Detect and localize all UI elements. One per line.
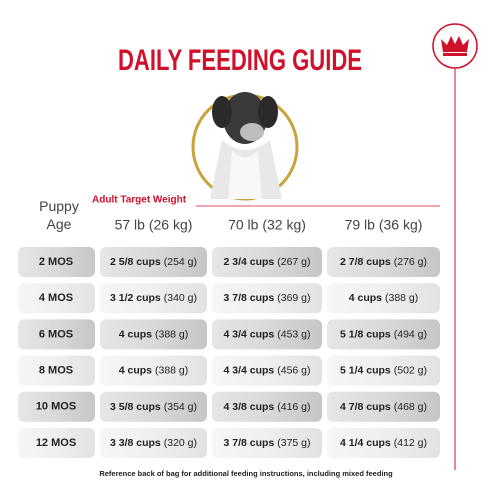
feed-cell (327, 247, 440, 277)
grams: (254 g) (164, 256, 197, 268)
feed-cell (327, 428, 440, 458)
feed-amount: 4 1/4 cups (412 g) (340, 437, 427, 449)
feed-amount: 3 7/8 cups (369 g) (223, 292, 310, 304)
grams: (456 g) (277, 364, 310, 376)
age-header: Puppy Age (39, 198, 79, 232)
grams: (276 g) (394, 256, 427, 268)
grams: (388 g) (385, 292, 418, 304)
cups: 3 7/8 cups (223, 292, 274, 304)
cups: 3 1/2 cups (110, 292, 161, 304)
cups: 3 5/8 cups (110, 401, 161, 413)
feed-amount: 4 3/8 cups (416 g) (223, 401, 310, 413)
feed-cell (212, 319, 322, 350)
age-label: 8 MOS (39, 365, 73, 377)
brand-logo (432, 23, 478, 470)
cups: 5 1/8 cups (340, 328, 391, 340)
feed-cell (327, 355, 440, 386)
feed-amount: 2 7/8 cups (276 g) (340, 256, 427, 268)
cups: 4 cups (119, 364, 152, 376)
age-cell (18, 319, 95, 350)
age-label: 4 MOS (39, 292, 73, 304)
age-cell (18, 247, 95, 277)
feed-amount: 3 3/8 cups (320 g) (110, 437, 197, 449)
feed-cell (100, 391, 207, 422)
feed-cell (100, 247, 207, 277)
age-header-line: Age (47, 216, 72, 232)
grams: (494 g) (394, 328, 427, 340)
grams: (468 g) (394, 401, 427, 413)
feed-amount: 2 5/8 cups (254 g) (110, 256, 197, 268)
dog-portrait (191, 92, 299, 201)
grams: (340 g) (164, 292, 197, 304)
feed-amount: 5 1/4 cups (502 g) (340, 364, 427, 376)
feed-amount: 4 3/4 cups (456 g) (223, 364, 310, 376)
grams: (502 g) (394, 364, 427, 376)
cups: 4 1/4 cups (340, 437, 391, 449)
grams: (412 g) (394, 437, 427, 449)
age-cell (18, 283, 95, 314)
grams: (453 g) (277, 328, 310, 340)
title: DAILY FEEDING GUIDE (118, 44, 362, 77)
cups: 4 3/4 cups (223, 328, 274, 340)
grams: (267 g) (277, 256, 310, 268)
feed-cell (212, 391, 322, 422)
feed-cell (327, 319, 440, 350)
feed-amount: 2 3/4 cups (267 g) (223, 256, 310, 268)
age-cell (18, 428, 95, 458)
feed-amount: 3 7/8 cups (375 g) (223, 437, 310, 449)
cups: 4 3/4 cups (223, 364, 274, 376)
column-header: 70 lb (32 kg) (228, 217, 306, 233)
weight-caption: Adult Target Weight (92, 195, 187, 206)
grams: (375 g) (277, 437, 310, 449)
feed-cell (212, 247, 322, 277)
feed-cell (100, 283, 207, 314)
grams: (388 g) (155, 364, 188, 376)
grams: (416 g) (277, 401, 310, 413)
feed-cell (212, 283, 322, 314)
cups: 3 3/8 cups (110, 437, 161, 449)
feed-amount: 3 5/8 cups (354 g) (110, 401, 197, 413)
feed-amount: 4 7/8 cups (468 g) (340, 401, 427, 413)
feed-amount: 4 cups (388 g) (349, 292, 419, 304)
feed-cell (100, 355, 207, 386)
cups: 4 7/8 cups (340, 401, 391, 413)
age-label: 6 MOS (39, 328, 73, 340)
age-label: 2 MOS (39, 256, 73, 268)
cups: 2 7/8 cups (340, 256, 391, 268)
feed-amount: 3 1/2 cups (340 g) (110, 292, 197, 304)
feed-amount: 5 1/8 cups (494 g) (340, 328, 427, 340)
feed-amount: 4 cups (388 g) (119, 328, 189, 340)
age-cell (18, 355, 95, 386)
cups: 4 3/8 cups (223, 401, 274, 413)
feed-cell (212, 428, 322, 458)
feed-cell (100, 319, 207, 350)
feed-amount: 4 3/4 cups (453 g) (223, 328, 310, 340)
cups: 4 cups (119, 328, 152, 340)
grams: (388 g) (155, 328, 188, 340)
grams: (354 g) (164, 401, 197, 413)
feed-cell (327, 391, 440, 422)
column-header: 79 lb (36 kg) (345, 217, 423, 233)
column-header: 57 lb (26 kg) (115, 217, 193, 233)
cups: 5 1/4 cups (340, 364, 391, 376)
grams: (369 g) (277, 292, 310, 304)
cups: 2 3/4 cups (223, 256, 274, 268)
feed-cell (212, 355, 322, 386)
cups: 3 7/8 cups (223, 437, 274, 449)
feed-cell (100, 428, 207, 458)
age-cell (18, 391, 95, 422)
cups: 4 cups (349, 292, 382, 304)
footnote: Reference back of bag for additional fee… (99, 469, 393, 478)
cups: 2 5/8 cups (110, 256, 161, 268)
age-label: 12 MOS (36, 437, 76, 449)
grams: (320 g) (164, 437, 197, 449)
age-label: 10 MOS (36, 401, 76, 413)
feed-cell (327, 283, 440, 314)
feed-amount: 4 cups (388 g) (119, 364, 189, 376)
